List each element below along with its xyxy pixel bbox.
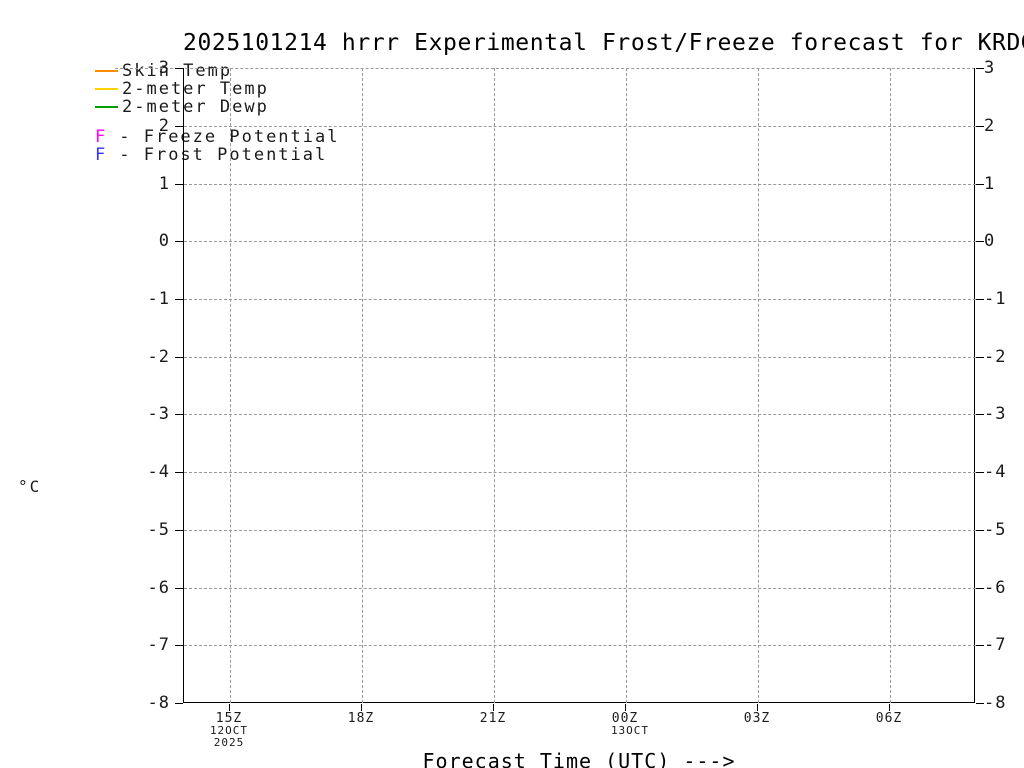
- legend-label-frost-potential: - Frost Potential: [119, 145, 328, 165]
- x-tick-label: 03Z: [743, 711, 771, 726]
- y-tick-label-left: 2: [158, 116, 170, 136]
- x-date-label-12oct: 12OCT: [209, 724, 249, 737]
- y-tick-label-right: 2: [984, 116, 996, 136]
- grid-line-horizontal: [184, 184, 976, 185]
- x-tick-label: 18Z: [347, 711, 375, 726]
- axis-tick: [976, 588, 984, 589]
- axis-tick: [976, 184, 984, 185]
- axis-tick: [175, 645, 183, 646]
- axis-tick: [976, 472, 984, 473]
- axis-tick: [175, 472, 183, 473]
- axis-tick: [976, 299, 984, 300]
- y-tick-label-right: -2: [984, 347, 1007, 367]
- x-tick-label: 21Z: [479, 711, 507, 726]
- y-tick-label-right: -3: [984, 404, 1007, 424]
- legend-item-freeze-potential: F - Freeze Potential: [95, 127, 339, 147]
- grid-line-vertical: [494, 68, 495, 703]
- y-tick-label-left: -5: [147, 520, 170, 540]
- y-tick-label-left: -8: [147, 693, 170, 713]
- x-tick-label: 15Z: [215, 711, 243, 726]
- axis-tick: [175, 241, 183, 242]
- grid-line-vertical: [758, 68, 759, 703]
- axis-tick: [175, 299, 183, 300]
- x-tick-label: 06Z: [875, 711, 903, 726]
- grid-line-horizontal: [184, 241, 976, 242]
- grid-line-horizontal: [184, 588, 976, 589]
- axis-tick: [625, 704, 626, 711]
- axis-tick: [175, 703, 183, 704]
- grid-line-horizontal: [184, 472, 976, 473]
- frost-flag-letter: F: [95, 145, 108, 165]
- legend-item-frost-potential: F - Frost Potential: [95, 145, 327, 165]
- axis-tick: [976, 414, 984, 415]
- axis-tick: [175, 588, 183, 589]
- y-tick-label-right: -4: [984, 462, 1007, 482]
- grid-line-vertical: [230, 68, 231, 703]
- freeze-flag-letter: F: [95, 127, 108, 147]
- axis-tick: [976, 645, 984, 646]
- axis-tick: [229, 704, 230, 711]
- grid-line-vertical: [362, 68, 363, 703]
- grid-line-horizontal: [115, 68, 975, 69]
- skin-temp-line-swatch: [95, 70, 118, 72]
- x-date-label-year: 2025: [213, 736, 245, 749]
- x-tick-label: 00Z: [611, 711, 639, 726]
- axis-tick: [757, 704, 758, 711]
- axis-tick: [976, 126, 984, 127]
- axis-tick: [361, 704, 362, 711]
- x-axis-title: Forecast Time (UTC) --->: [422, 749, 736, 768]
- y-tick-label-right: -8: [984, 693, 1007, 713]
- y-axis-unit-label: °C: [18, 477, 42, 496]
- legend-label-freeze-potential: - Freeze Potential: [119, 127, 340, 147]
- axis-tick: [175, 414, 183, 415]
- y-tick-label-right: -1: [984, 289, 1007, 309]
- legend-item-skin-temp: Skin Temp: [95, 61, 232, 81]
- y-tick-label-right: -6: [984, 578, 1007, 598]
- grid-line-vertical: [890, 68, 891, 703]
- axis-tick: [889, 704, 890, 711]
- axis-tick: [175, 68, 183, 69]
- axis-tick: [976, 357, 984, 358]
- y-tick-label-right: -5: [984, 520, 1007, 540]
- axis-tick: [976, 68, 984, 69]
- grid-line-horizontal: [184, 126, 976, 127]
- axis-tick: [976, 530, 984, 531]
- y-tick-label-right: 0: [984, 231, 996, 251]
- y-tick-label-left: -7: [147, 635, 170, 655]
- axis-tick: [976, 241, 984, 242]
- grid-line-horizontal: [184, 645, 976, 646]
- axis-tick: [175, 530, 183, 531]
- chart-title: 2025101214 hrrr Experimental Frost/Freez…: [183, 30, 1024, 56]
- grid-line-horizontal: [184, 299, 976, 300]
- 2m-temp-line-swatch: [95, 88, 118, 90]
- grid-line-vertical: [626, 68, 627, 703]
- y-tick-label-left: 1: [158, 174, 170, 194]
- axis-tick: [175, 126, 183, 127]
- y-tick-label-left: -1: [147, 289, 170, 309]
- y-tick-label-left: -2: [147, 347, 170, 367]
- y-tick-label-left: -6: [147, 578, 170, 598]
- y-tick-label-left: 3: [158, 58, 170, 78]
- legend-label-skin-temp: Skin Temp: [122, 61, 233, 81]
- axis-tick: [175, 184, 183, 185]
- axis-tick: [493, 704, 494, 711]
- y-tick-label-left: -3: [147, 404, 170, 424]
- y-tick-label-right: 3: [984, 58, 996, 78]
- grid-line-horizontal: [184, 414, 976, 415]
- y-tick-label-right: 1: [984, 174, 996, 194]
- axis-tick: [976, 703, 984, 704]
- x-date-label-13oct: 13OCT: [610, 724, 650, 737]
- grid-line-horizontal: [184, 357, 976, 358]
- y-tick-label-left: -4: [147, 462, 170, 482]
- plot-area: [183, 68, 976, 703]
- grid-line-horizontal: [184, 530, 976, 531]
- axis-tick: [175, 357, 183, 358]
- 2m-dewp-line-swatch: [95, 106, 118, 108]
- y-tick-label-right: -7: [984, 635, 1007, 655]
- y-tick-label-left: 0: [158, 231, 170, 251]
